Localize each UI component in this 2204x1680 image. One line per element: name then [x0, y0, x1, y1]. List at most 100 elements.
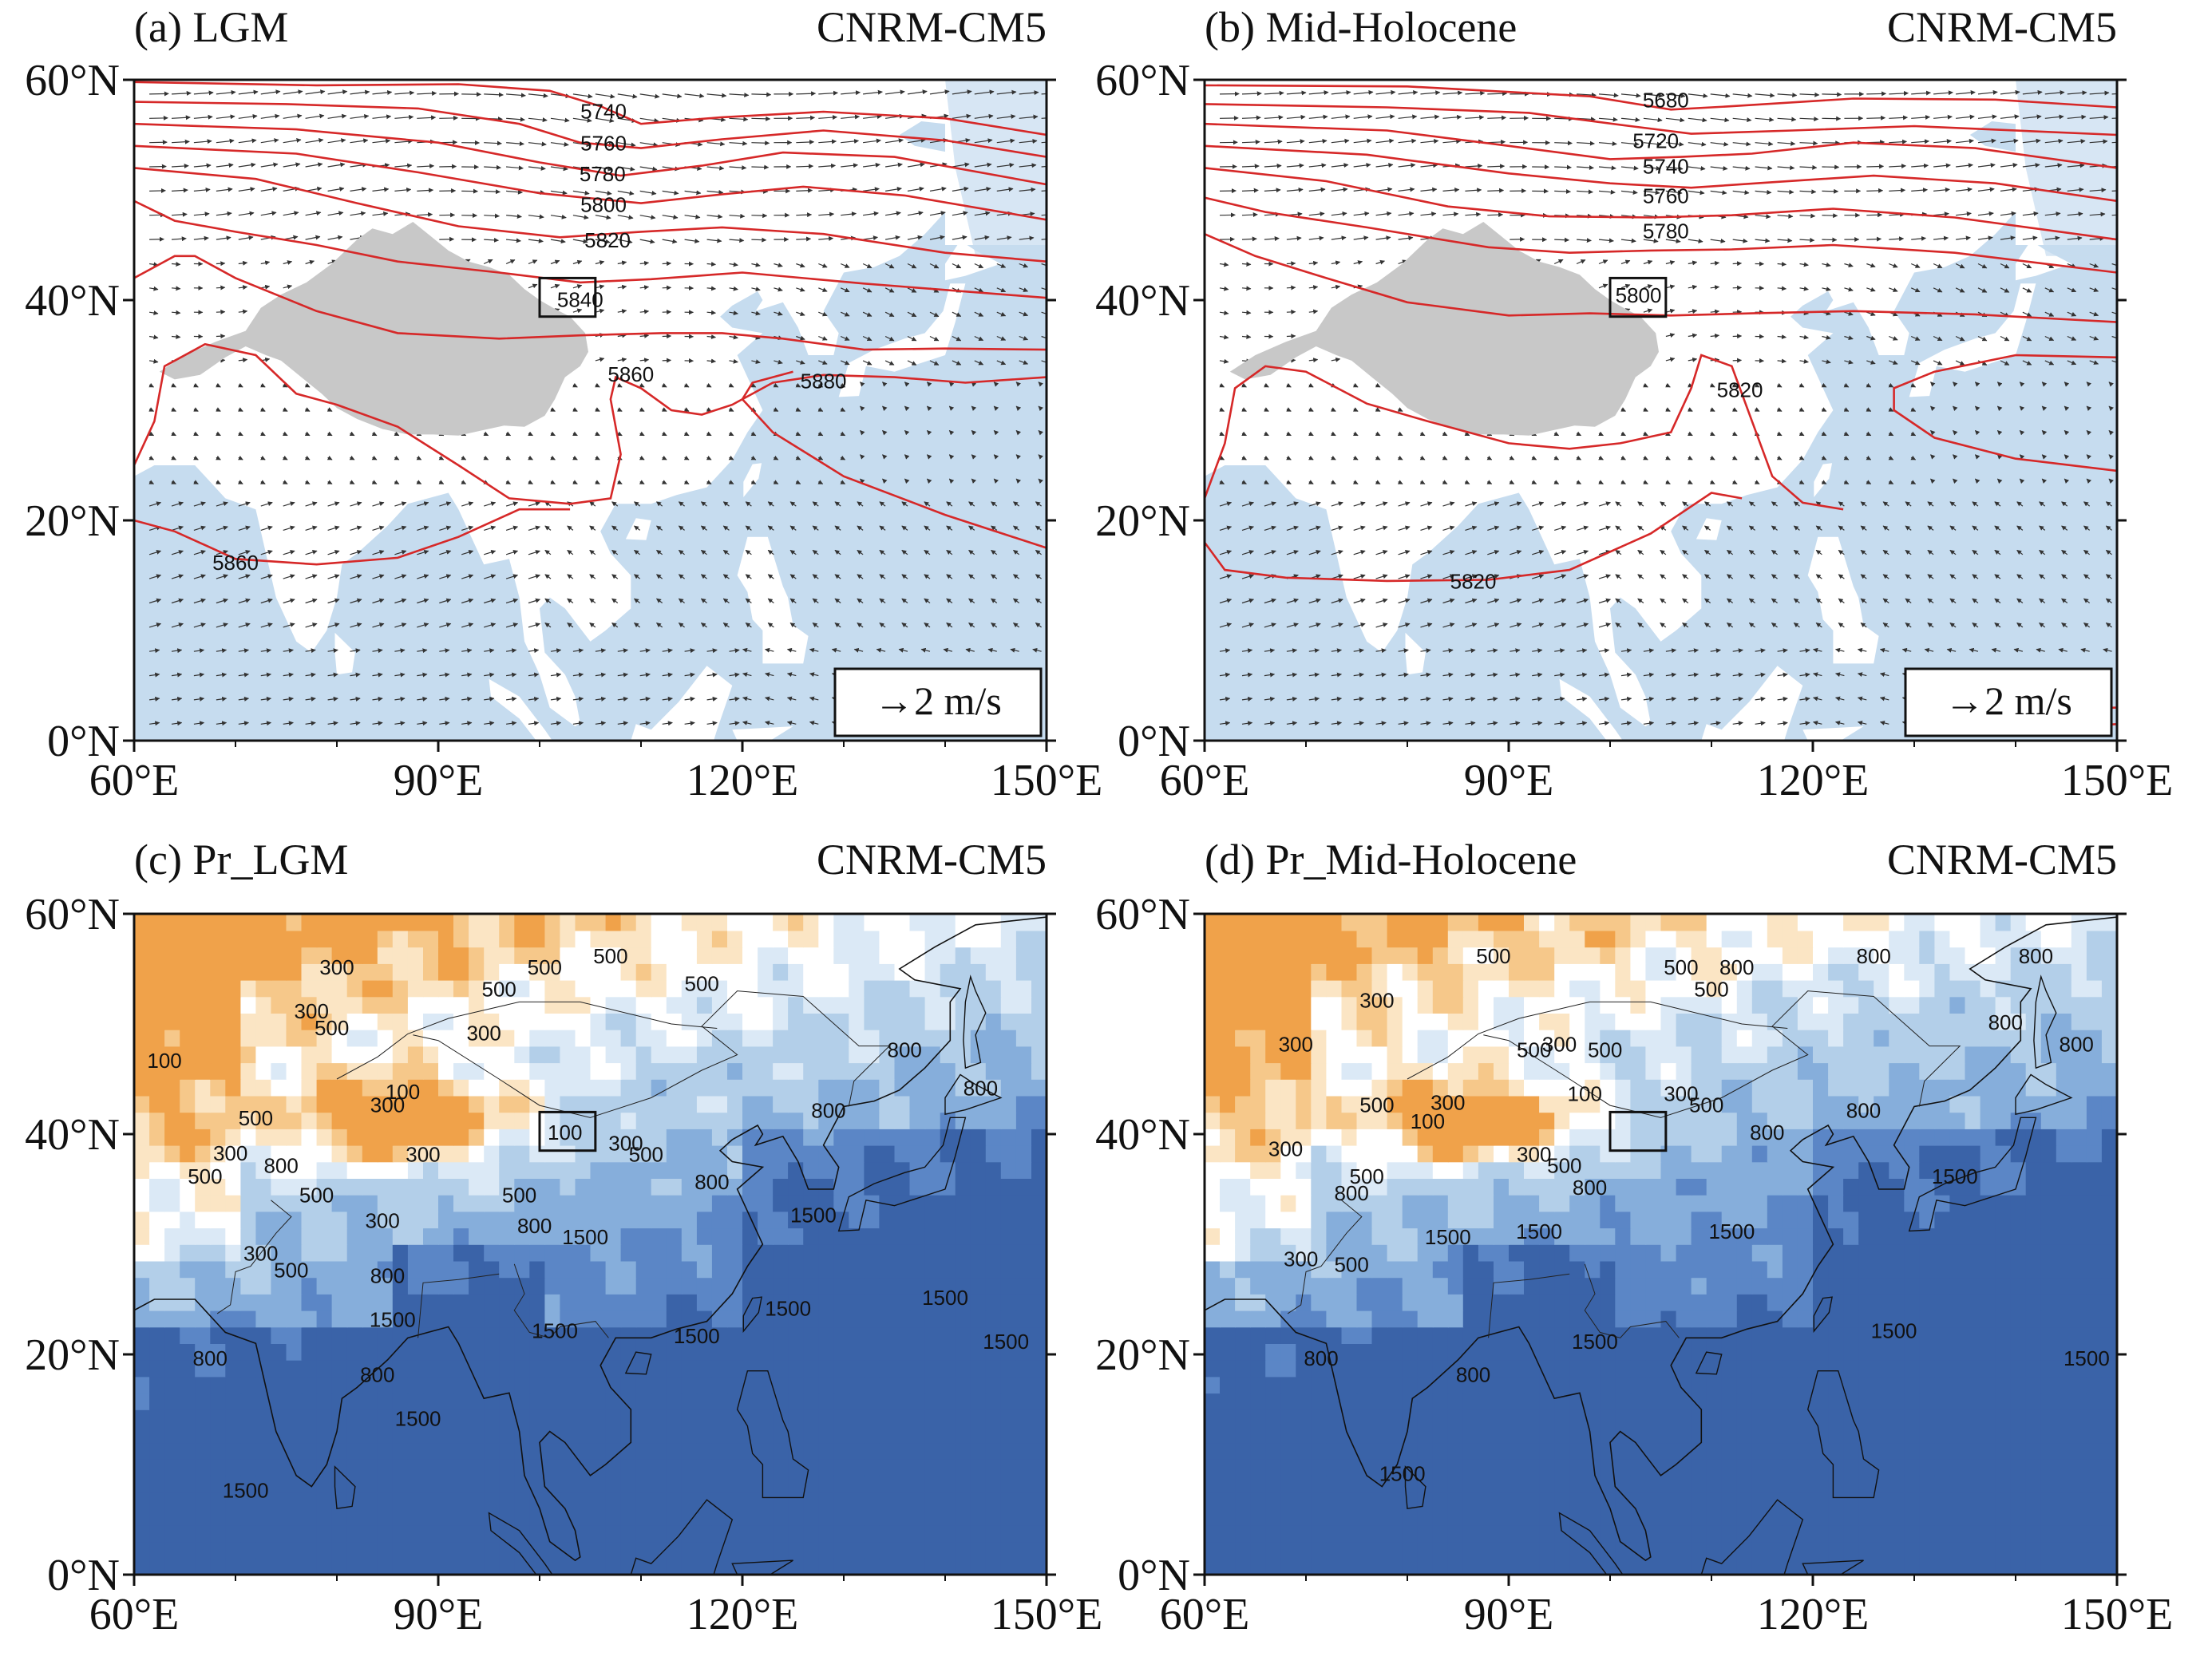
precip-cell [924, 1310, 941, 1328]
precip-cell [438, 1161, 454, 1179]
precip-cell [544, 1459, 561, 1476]
precip-cell [666, 963, 683, 981]
precip-cell [255, 1129, 272, 1146]
precip-cell [605, 1062, 622, 1080]
precip-cell [544, 1178, 561, 1196]
wind-vector [750, 455, 757, 461]
precip-cell [758, 1359, 774, 1378]
wind-vector [595, 431, 600, 437]
precip-cell [392, 979, 409, 998]
precip-cell [514, 1409, 531, 1427]
wind-vector [550, 648, 562, 654]
wind-vector [572, 480, 578, 484]
precip-cell [590, 1178, 607, 1196]
wind-vector [971, 405, 977, 411]
precip-cell [469, 1459, 485, 1476]
wind-vector [260, 648, 271, 654]
wind-vector [149, 236, 164, 242]
precip-cell [711, 1227, 728, 1245]
wind-vector [193, 721, 205, 726]
precip-cell [149, 1161, 165, 1179]
precip-cell [134, 1459, 150, 1476]
wind-vector [394, 696, 406, 702]
precip-cell [301, 1541, 318, 1559]
island [732, 726, 793, 741]
contour-label: 300 [213, 1141, 247, 1165]
contour-label: 800 [370, 1263, 405, 1287]
precip-cell [681, 1227, 698, 1245]
wind-vector [1822, 164, 1840, 170]
precip-cell [681, 1409, 698, 1427]
precip-cell [696, 996, 713, 1014]
precip-cell [894, 1409, 911, 1427]
precip-cell [1031, 1095, 1047, 1113]
wind-vector [745, 574, 752, 579]
precip-cell [149, 1095, 165, 1113]
precip-cell [407, 1244, 424, 1262]
precip-cell [575, 1524, 592, 1543]
precip-cell [681, 1029, 698, 1047]
precip-cell [149, 1129, 165, 1146]
precip-cell [544, 1161, 561, 1179]
precip-cell [1326, 1524, 1343, 1543]
precip-cell [195, 1244, 212, 1262]
precip-cell [484, 1376, 501, 1394]
precip-cell [1000, 1409, 1017, 1427]
precip-cell [635, 1409, 652, 1427]
wind-vector [684, 648, 695, 654]
precip-cell [605, 1294, 622, 1311]
x-tick-label: 150°E [991, 1590, 1103, 1639]
precip-cell [255, 1524, 272, 1543]
precip-cell [727, 1343, 743, 1361]
precip-cell [849, 1294, 865, 1311]
wind-vector [439, 648, 450, 654]
wind-vector [528, 525, 540, 531]
precip-cell [438, 1194, 454, 1212]
contour-label: 5780 [1643, 219, 1689, 243]
wind-vector [706, 480, 712, 484]
precip-cell [803, 1260, 820, 1279]
precip-cell [1031, 1376, 1047, 1394]
wind-vector [722, 525, 730, 531]
wind-vector [662, 309, 672, 314]
precip-cell [560, 1558, 576, 1575]
wind-vector [238, 623, 251, 628]
wind-vector [857, 501, 864, 507]
precip-cell [164, 1079, 180, 1097]
precip-cell [758, 1095, 774, 1113]
precip-cell [286, 1294, 303, 1311]
precip-cell [940, 930, 956, 948]
precip-cell [164, 1409, 180, 1427]
precip-cell [560, 1359, 576, 1378]
precip-cell [346, 1508, 363, 1526]
wind-vector [305, 525, 318, 531]
precip-cell [529, 1161, 546, 1179]
wind-vector [611, 623, 619, 628]
precip-cell [1015, 1541, 1032, 1559]
precip-cell [894, 1425, 911, 1444]
precip-cell [620, 1194, 637, 1212]
precip-cell [909, 930, 926, 948]
precip-cell [316, 914, 333, 931]
precip-cell [453, 1558, 469, 1575]
wind-vector [260, 623, 273, 628]
precip-cell [499, 1062, 516, 1080]
wind-vector [991, 549, 998, 555]
precip-cell [1031, 1541, 1047, 1559]
precip-cell [864, 1409, 880, 1427]
precip-cell [240, 1079, 257, 1097]
precip-cell [164, 1294, 180, 1311]
precip-cell [742, 1194, 758, 1212]
precip-cell [666, 1459, 683, 1476]
wind-vector [882, 429, 888, 436]
precip-cell [316, 1541, 333, 1559]
precip-cell [894, 1475, 911, 1493]
precip-cell [864, 1459, 880, 1476]
precip-cell [681, 1095, 698, 1113]
wind-vector [706, 648, 718, 654]
precip-cell [453, 1129, 469, 1146]
wind-vector [678, 549, 685, 555]
precip-cell [149, 947, 165, 964]
precip-cell [225, 947, 242, 964]
precip-cell [681, 1459, 698, 1476]
